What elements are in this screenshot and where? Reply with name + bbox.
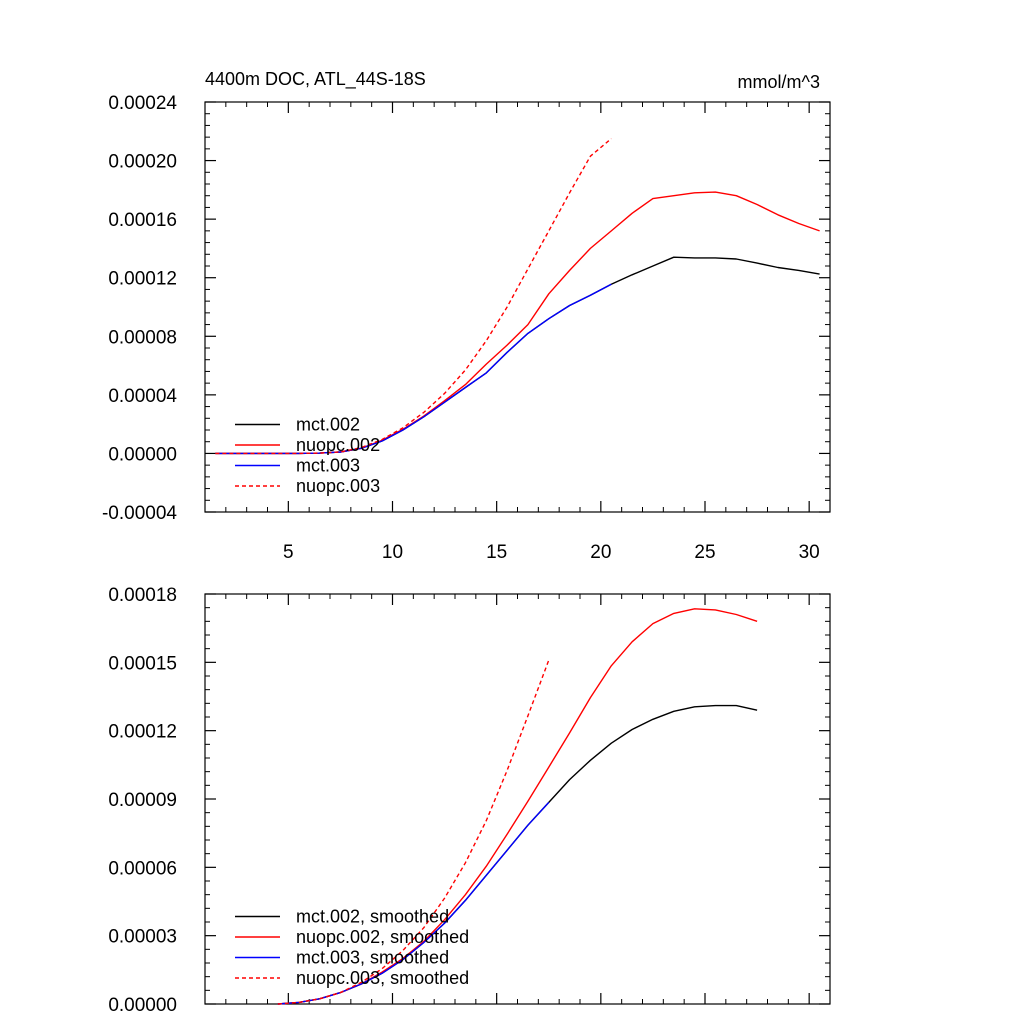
y-tick-label: 0.00000 (108, 444, 177, 465)
y-tick-label: 0.00006 (108, 858, 177, 879)
legend-label: nuopc.002, smoothed (296, 927, 469, 947)
legend-label: nuopc.002 (296, 435, 380, 455)
chart-title: 4400m DOC, ATL_44S-18S (205, 69, 426, 90)
y-tick-label: 0.00015 (108, 653, 177, 674)
series-line (215, 283, 612, 455)
y-tick-label: 0.00024 (108, 93, 177, 114)
x-tick-label: 10 (382, 542, 403, 563)
legend-label: mct.002 (296, 415, 360, 435)
y-tick-label: 0.00020 (108, 152, 177, 173)
y-tick-label: 0.00018 (108, 585, 177, 606)
x-tick-label: 25 (694, 542, 715, 563)
y-tick-label: 0.00004 (108, 386, 177, 407)
y-tick-label: -0.00004 (102, 503, 177, 524)
y-tick-label: 0.00003 (108, 927, 177, 948)
x-tick-label: 15 (486, 542, 507, 563)
legend-label: mct.003, smoothed (296, 948, 449, 968)
legend-label: mct.002, smoothed (296, 907, 449, 927)
y-tick-label: 0.00008 (108, 327, 177, 348)
legend-label: nuopc.003, smoothed (296, 968, 469, 988)
chart-units: mmol/m^3 (738, 72, 820, 92)
x-tick-label: 5 (283, 542, 294, 563)
y-tick-label: 0.00012 (108, 269, 177, 290)
y-tick-label: 0.00009 (108, 790, 177, 811)
series-line (277, 659, 550, 1005)
legend-label: nuopc.003 (296, 476, 380, 496)
x-tick-label: 30 (799, 542, 820, 563)
y-tick-label: 0.00012 (108, 722, 177, 743)
bottom-panel: 0.00000 0.00003 0.00006 0.00009 0.00012 0.000… (108, 585, 831, 1016)
y-tick-label: 0.00016 (108, 210, 177, 231)
series-line (215, 138, 612, 455)
legend-label: mct.003 (296, 456, 360, 476)
top-panel: 5 10 15 20 25 30 -0.00004 0.00000 0.00004 0.00008… (102, 93, 831, 563)
x-tick-label: 20 (590, 542, 611, 563)
y-tick-label: 0.00000 (108, 995, 177, 1016)
